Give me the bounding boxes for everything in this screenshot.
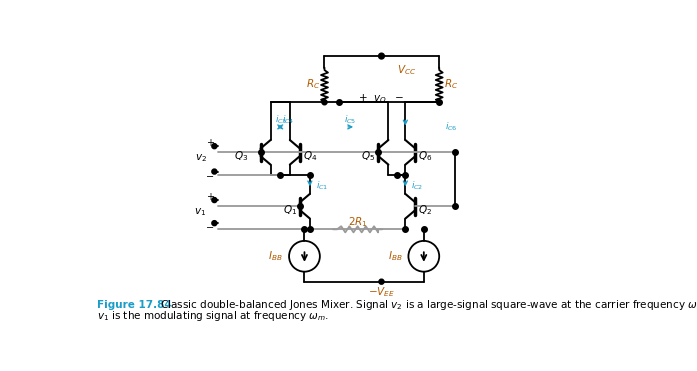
Circle shape bbox=[212, 144, 217, 148]
Text: $i_{C3}$: $i_{C3}$ bbox=[275, 114, 288, 126]
Text: Classic double-balanced Jones Mixer. Signal $v_2$ is a large-signal square-wave : Classic double-balanced Jones Mixer. Sig… bbox=[157, 298, 697, 312]
Text: $+\ \ v_O\ \ -$: $+\ \ v_O\ \ -$ bbox=[358, 92, 404, 105]
Text: $Q_4$: $Q_4$ bbox=[303, 149, 317, 163]
Text: $-V_{EE}$: $-V_{EE}$ bbox=[368, 285, 395, 299]
Text: $Q_6$: $Q_6$ bbox=[418, 149, 433, 163]
Text: $i_{C5}$: $i_{C5}$ bbox=[344, 114, 357, 126]
Text: $V_{CC}$: $V_{CC}$ bbox=[397, 63, 416, 77]
Text: $Q_1$: $Q_1$ bbox=[282, 203, 297, 217]
Circle shape bbox=[212, 198, 217, 202]
Text: $v_1$ is the modulating signal at frequency $\omega_m$.: $v_1$ is the modulating signal at freque… bbox=[97, 309, 329, 322]
Text: $v_2$: $v_2$ bbox=[194, 152, 206, 164]
Circle shape bbox=[212, 169, 217, 174]
Text: $-$: $-$ bbox=[205, 221, 214, 231]
Text: $R_C$: $R_C$ bbox=[444, 78, 458, 92]
Circle shape bbox=[212, 221, 217, 226]
Text: Figure 17.84: Figure 17.84 bbox=[97, 300, 171, 310]
Text: $i_{C1}$: $i_{C1}$ bbox=[316, 180, 328, 193]
Text: $-$: $-$ bbox=[205, 170, 214, 180]
Text: $R_C$: $R_C$ bbox=[306, 78, 320, 92]
Text: $v_1$: $v_1$ bbox=[194, 206, 206, 217]
Text: $Q_2$: $Q_2$ bbox=[418, 203, 432, 217]
Text: $2R_1$: $2R_1$ bbox=[348, 216, 367, 229]
Text: +: + bbox=[206, 138, 214, 148]
Text: +: + bbox=[206, 192, 214, 202]
Text: $Q_3$: $Q_3$ bbox=[234, 149, 248, 163]
Text: $Q_5$: $Q_5$ bbox=[361, 149, 375, 163]
Text: $I_{BB}$: $I_{BB}$ bbox=[268, 249, 283, 263]
Circle shape bbox=[322, 100, 327, 105]
Text: $i_{C2}$: $i_{C2}$ bbox=[411, 180, 424, 193]
Circle shape bbox=[378, 53, 384, 59]
Text: $I_{BB}$: $I_{BB}$ bbox=[388, 249, 402, 263]
Text: $i_{C6}$: $i_{C6}$ bbox=[445, 121, 458, 133]
Circle shape bbox=[379, 279, 384, 284]
Text: $i_{C4}$: $i_{C4}$ bbox=[282, 114, 295, 126]
